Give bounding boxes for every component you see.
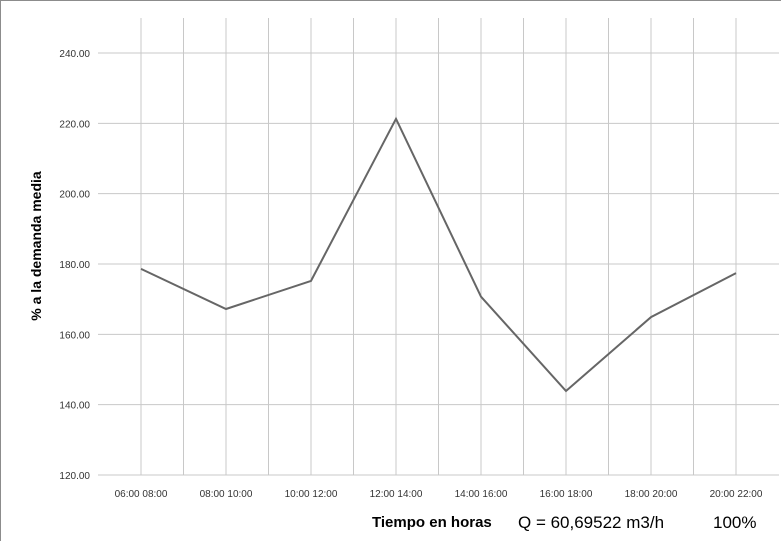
y-tick-label: 200.00 (59, 190, 90, 201)
x-tick-labels: 06:00 08:00 08:00 10:00 10:00 12:00 12:00 1… (115, 489, 763, 500)
y-tick-label: 180.00 (59, 260, 90, 271)
y-tick-label: 220.00 (59, 119, 90, 130)
x-tick-label: 18:00 20:00 (625, 489, 678, 500)
y-tick-label: 160.00 (59, 330, 90, 341)
flow-annotation: Q = 60,69522 m3/h (518, 513, 664, 532)
y-tick-label: 120.00 (59, 471, 90, 482)
horizontal-gridlines (98, 52, 779, 476)
y-tick-label: 240.00 (59, 49, 90, 60)
x-tick-label: 12:00 14:00 (370, 489, 423, 500)
x-tick-label: 20:00 22:00 (710, 489, 763, 500)
x-tick-label: 14:00 16:00 (455, 489, 508, 500)
y-axis-label: % a la demanda media (28, 171, 44, 321)
y-tick-labels: 120.00 140.00 160.00 180.00 200.00 220.00 240.… (59, 49, 90, 482)
x-tick-label: 08:00 10:00 (200, 489, 253, 500)
x-axis-label: Tiempo en horas (372, 514, 492, 531)
percent-annotation: 100% (713, 513, 756, 532)
y-tick-label: 140.00 (59, 401, 90, 412)
x-tick-label: 16:00 18:00 (540, 489, 593, 500)
x-tick-label: 06:00 08:00 (115, 489, 168, 500)
x-tick-label: 10:00 12:00 (285, 489, 338, 500)
vertical-gridlines (140, 18, 737, 475)
series-line (140, 116, 737, 393)
